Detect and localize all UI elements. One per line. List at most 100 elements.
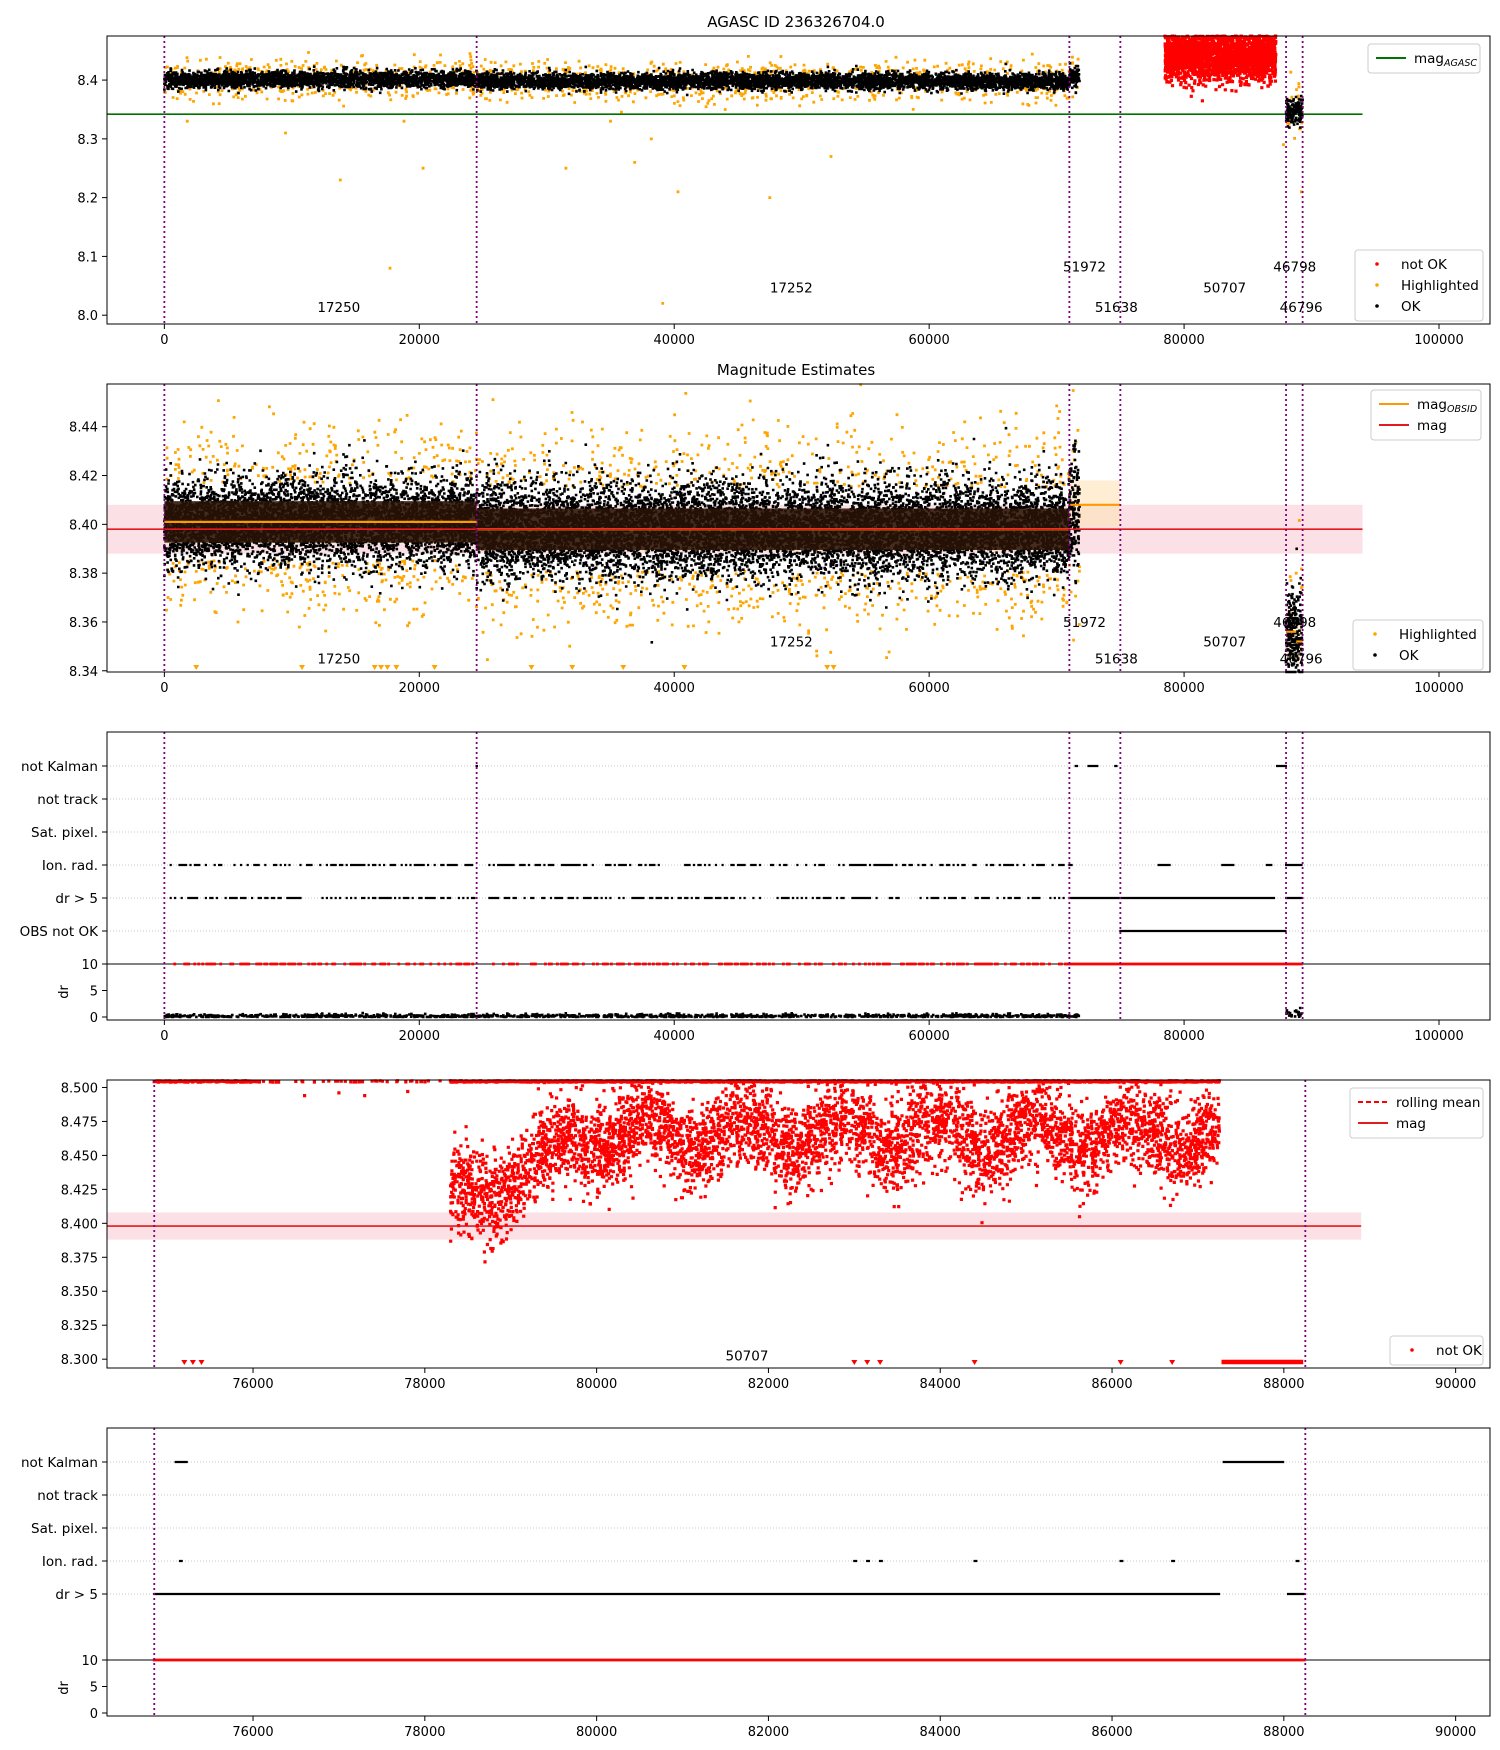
legend-upper	[1367, 43, 1481, 74]
flag-category-label: not track	[37, 792, 98, 808]
highlighted-offscale-marker	[393, 665, 400, 670]
y-tick-label: 8.400	[61, 1217, 98, 1232]
highlighted-offscale-marker	[681, 665, 688, 670]
flag-category-label: Sat. pixel.	[31, 1521, 98, 1537]
dr-axis-label: dr	[57, 985, 72, 999]
legend-upper	[1349, 1087, 1484, 1139]
x-tick-label: 0	[160, 681, 168, 696]
not-ok-offscale-marker	[181, 1360, 188, 1365]
legend-marker	[1375, 304, 1379, 308]
x-tick-label: 82000	[748, 1377, 789, 1392]
flag-category-label: not Kalman	[21, 759, 98, 775]
x-tick-label: 0	[160, 1029, 168, 1044]
highlighted-points	[165, 383, 1304, 661]
not-ok-offscale-marker	[1117, 1360, 1124, 1365]
x-tick-label: 100000	[1414, 333, 1464, 348]
x-tick-label: 86000	[1091, 1725, 1132, 1740]
not-ok-offscale-marker	[1169, 1360, 1176, 1365]
legend-label: OK	[1401, 299, 1422, 315]
flag-category-label: dr > 5	[55, 1587, 98, 1603]
flag-category-label: Sat. pixel.	[31, 825, 98, 841]
legend-marker	[1375, 262, 1379, 266]
x-tick-label: 100000	[1414, 681, 1464, 696]
obsid-label: 50707	[725, 1349, 768, 1365]
legend-marker	[1375, 283, 1379, 287]
legend-label: Highlighted	[1399, 627, 1477, 643]
legend-label: OK	[1399, 648, 1420, 664]
flag-category-label: not track	[37, 1488, 98, 1504]
highlighted-offscale-marker	[620, 665, 627, 670]
x-tick-label: 80000	[1163, 1029, 1204, 1044]
axes-frame	[106, 1427, 1491, 1717]
x-tick-label: 84000	[920, 1377, 961, 1392]
dr-tick-label: 10	[81, 1654, 98, 1669]
legend-label: mag	[1417, 418, 1447, 434]
legend-label: rolling mean	[1396, 1095, 1480, 1111]
obsid-label: 51638	[1095, 300, 1138, 316]
x-tick-label: 90000	[1435, 1377, 1476, 1392]
y-tick-label: 8.42	[69, 470, 98, 485]
y-tick-label: 8.34	[69, 665, 98, 680]
axes-frame	[106, 35, 1491, 325]
legend-lower	[1389, 1335, 1484, 1366]
legend-lower	[1354, 249, 1484, 322]
highlighted-offscale-marker	[378, 665, 385, 670]
not-ok-offscale-marker	[864, 1360, 871, 1365]
x-tick-label: 60000	[908, 1029, 949, 1044]
y-tick-label: 8.350	[61, 1285, 98, 1300]
flag-category-label: Ion. rad.	[42, 858, 98, 874]
flag-category-label: not Kalman	[21, 1455, 98, 1471]
y-tick-label: 8.38	[69, 567, 98, 582]
legend-label: not OK	[1436, 1343, 1483, 1359]
y-tick-label: 8.44	[69, 421, 98, 436]
x-tick-label: 90000	[1435, 1725, 1476, 1740]
x-tick-label: 40000	[654, 1029, 695, 1044]
x-tick-label: 60000	[908, 681, 949, 696]
axes-frame	[106, 383, 1491, 673]
obsid-label: 46798	[1273, 260, 1316, 276]
x-tick-label: 82000	[748, 1725, 789, 1740]
x-tick-label: 84000	[920, 1725, 961, 1740]
x-tick-label: 80000	[1163, 681, 1204, 696]
x-tick-label: 60000	[908, 333, 949, 348]
x-tick-label: 100000	[1414, 1029, 1464, 1044]
flag-category-label: OBS not OK	[20, 924, 100, 940]
legend-label: mag	[1396, 1116, 1426, 1132]
x-tick-label: 88000	[1263, 1377, 1304, 1392]
y-tick-label: 8.0	[77, 309, 98, 324]
dr-ok-points	[163, 1006, 1303, 1019]
x-tick-label: 88000	[1263, 1725, 1304, 1740]
highlighted-offscale-marker	[528, 665, 535, 670]
obsid-label: 51638	[1095, 651, 1138, 667]
obsid-label: 46796	[1280, 651, 1323, 667]
highlighted-offscale-marker	[371, 665, 378, 670]
highlighted-offscale-marker	[830, 665, 837, 670]
zoom-flags-panel: not Kalman not track Sat. pixel. Ion. rad. d…	[21, 1427, 1491, 1740]
flag-category-label: Ion. rad.	[42, 1554, 98, 1570]
obsid-label: 17250	[317, 651, 360, 667]
not-ok-offscale-marker	[189, 1360, 196, 1365]
panel-title: Magnitude Estimates	[717, 361, 875, 379]
x-tick-label: 40000	[654, 333, 695, 348]
x-tick-label: 20000	[399, 1029, 440, 1044]
legend-subscript: AGASC	[1443, 58, 1477, 69]
y-tick-label: 8.375	[61, 1251, 98, 1266]
x-tick-label: 80000	[576, 1377, 617, 1392]
x-tick-label: 86000	[1091, 1377, 1132, 1392]
axes-frame	[106, 731, 1491, 1021]
obsid-label: 17252	[770, 634, 813, 650]
x-tick-label: 80000	[576, 1725, 617, 1740]
y-tick-label: 8.475	[61, 1115, 98, 1130]
magnitude-estimates-panel: Magnitude Estimates 17250 17252 51972 51638…	[69, 361, 1491, 696]
highlighted-offscale-marker	[824, 665, 831, 670]
dr-tick-label: 5	[90, 1681, 98, 1696]
obsid-label: 51972	[1063, 260, 1106, 276]
legend-subscript: OBSID	[1447, 404, 1477, 415]
dr-tick-label: 0	[90, 1707, 98, 1722]
legend-marker	[1373, 632, 1377, 636]
dr-tick-label: 0	[90, 1011, 98, 1026]
x-tick-label: 78000	[404, 1725, 445, 1740]
x-tick-label: 76000	[232, 1725, 273, 1740]
highlighted-offscale-marker	[431, 665, 438, 670]
panel-title: AGASC ID 236326704.0	[707, 13, 885, 31]
